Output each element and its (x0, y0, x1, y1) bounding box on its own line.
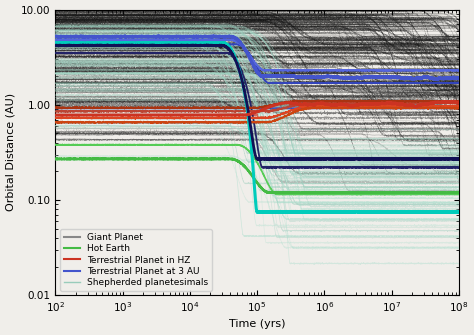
X-axis label: Time (yrs): Time (yrs) (229, 320, 285, 329)
Y-axis label: Orbital Distance (AU): Orbital Distance (AU) (6, 93, 16, 211)
Legend: Giant Planet, Hot Earth, Terrestrial Planet in HZ, Terrestrial Planet at 3 AU, S: Giant Planet, Hot Earth, Terrestrial Pla… (60, 229, 212, 291)
